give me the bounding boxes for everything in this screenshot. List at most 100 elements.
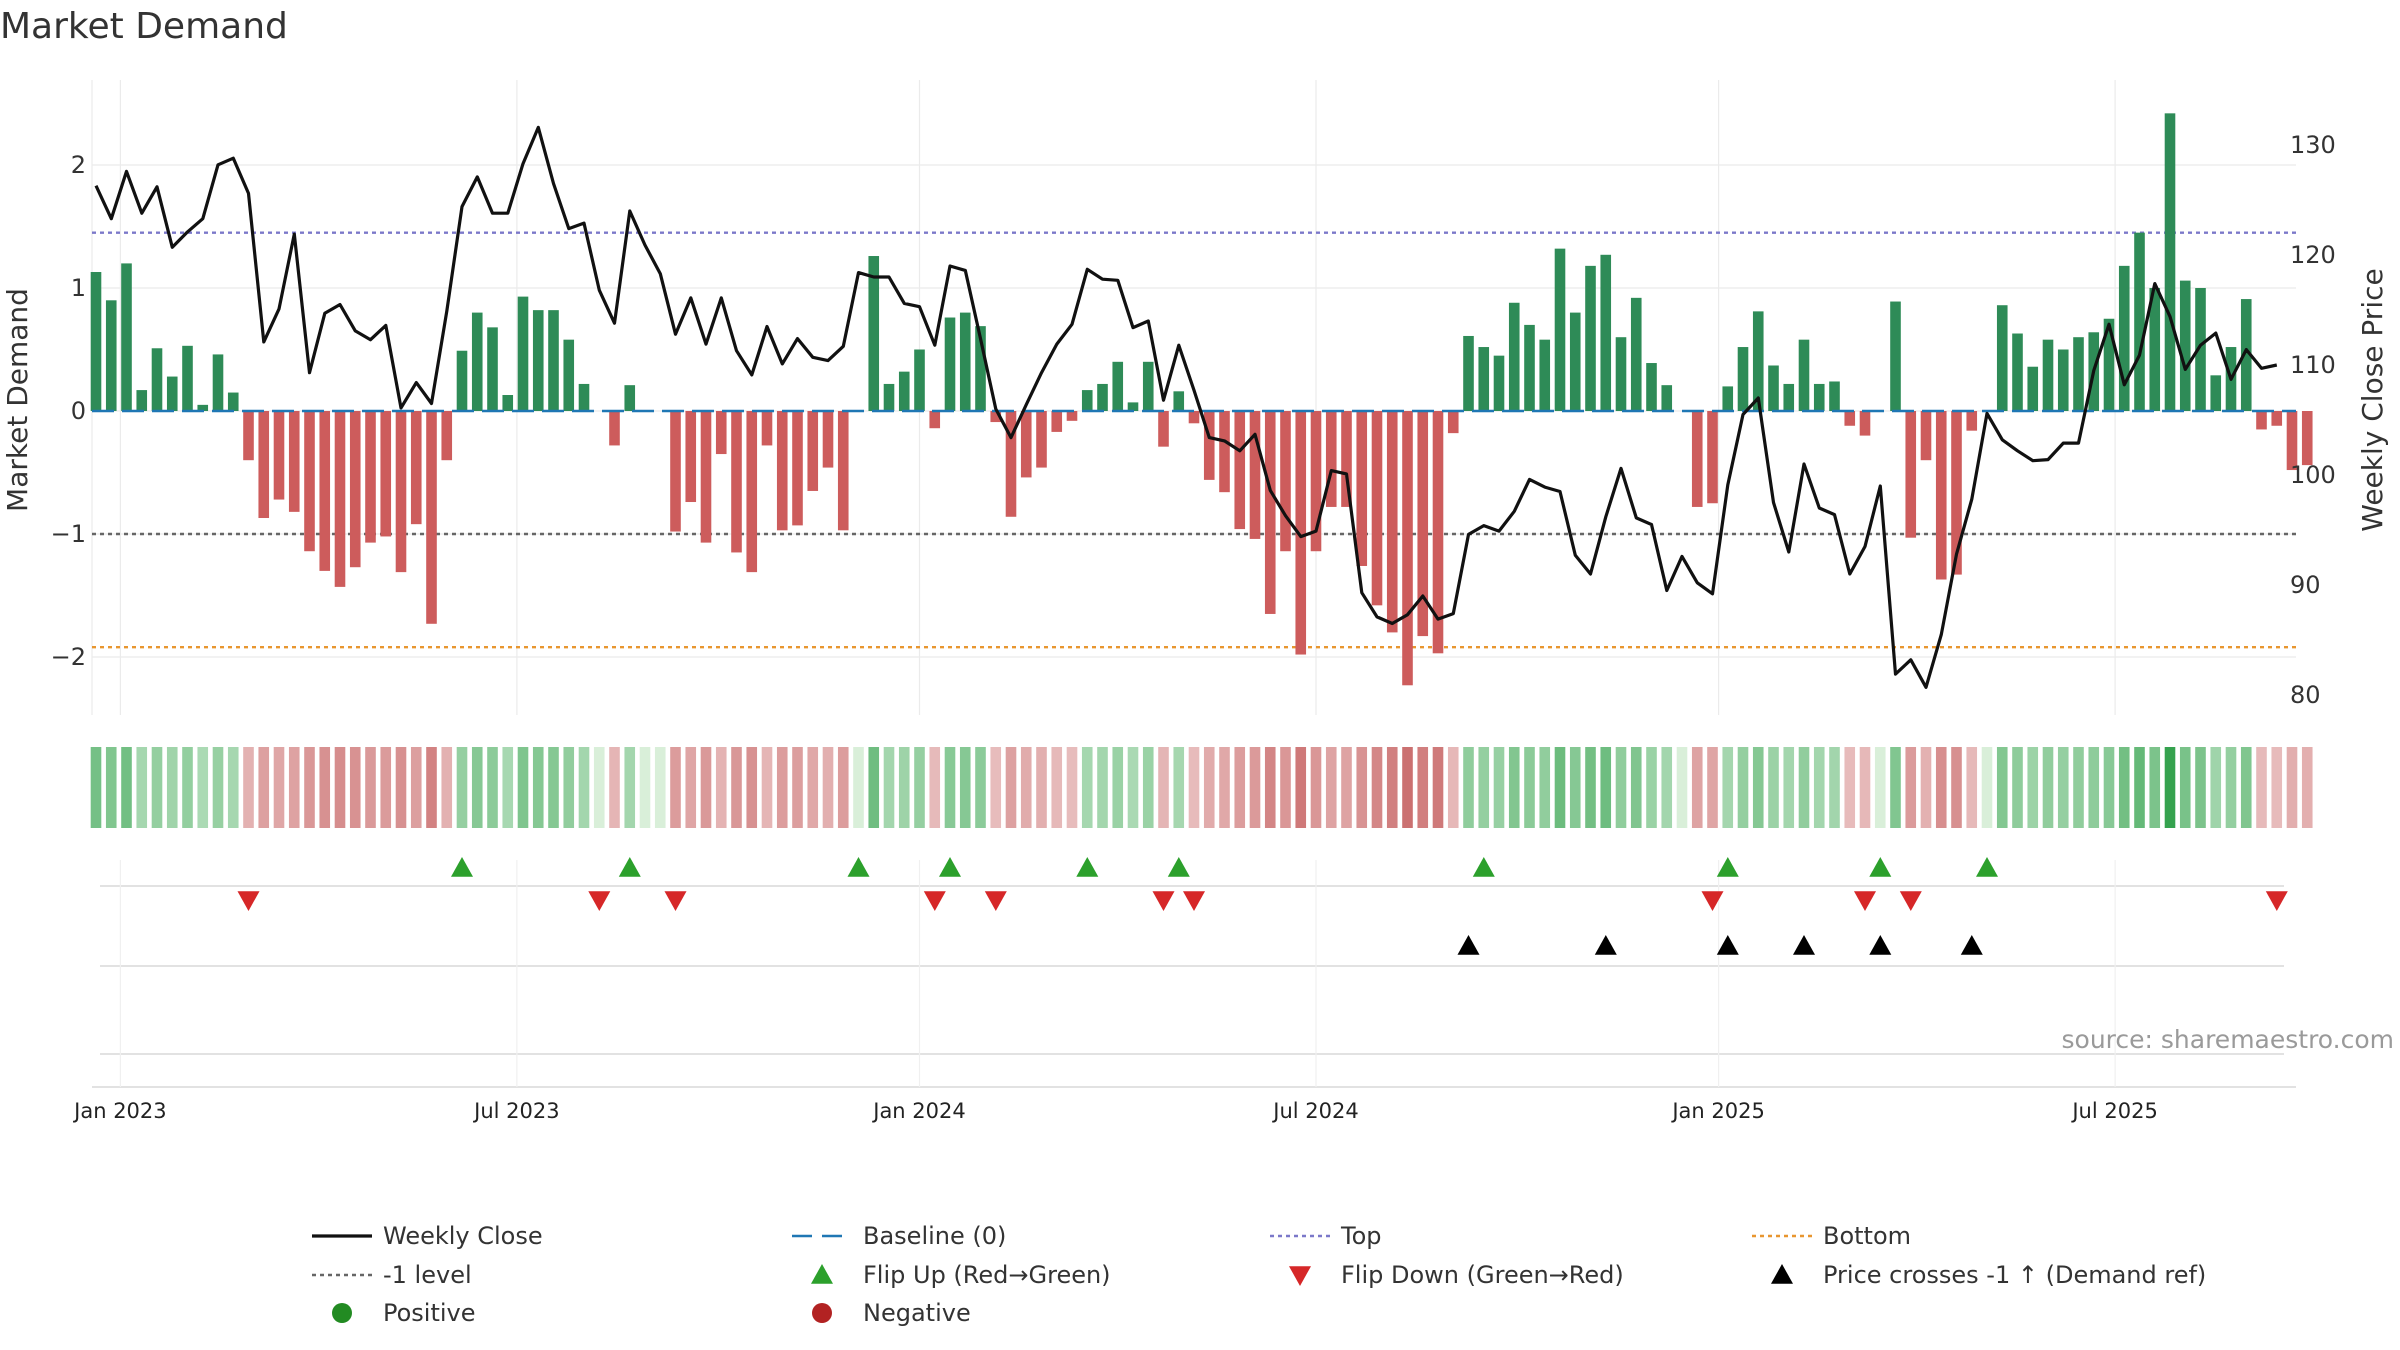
heat-cell: [2256, 747, 2267, 828]
heat-cell: [2210, 747, 2222, 828]
heat-cell: [136, 747, 148, 828]
demand-bar: [670, 411, 681, 532]
demand-bar: [2195, 288, 2206, 411]
heat-cell: [2286, 747, 2298, 828]
demand-bar: [410, 411, 422, 525]
heat-cell: [2012, 747, 2023, 828]
heat-cell: [1325, 747, 1337, 828]
demand-bar: [2271, 411, 2283, 426]
demand-bar: [1127, 402, 1139, 411]
heat-cell: [334, 747, 346, 828]
heat-cell: [258, 747, 270, 828]
price-cross-marker: [1869, 935, 1892, 955]
heat-cell: [456, 747, 468, 828]
flip-up-marker: [451, 857, 473, 877]
heat-cell: [197, 747, 209, 828]
flip-up-marker: [1976, 857, 1998, 877]
demand-bar: [2149, 288, 2161, 411]
demand-bar: [1325, 411, 1337, 507]
heat-cell: [1310, 747, 1322, 828]
demand-bar: [136, 390, 148, 411]
heat-cell: [1020, 747, 1032, 828]
heat-cell: [563, 747, 575, 828]
heat-cell: [1920, 747, 1932, 828]
heat-cell: [1691, 747, 1703, 828]
heat-cell: [1905, 747, 1917, 828]
flip-down-marker: [588, 891, 611, 911]
heat-cell: [1051, 747, 1063, 828]
legend-swatch-flip-down: [1289, 1266, 1311, 1286]
y-tick-label: −1: [51, 520, 86, 548]
heat-cell: [639, 747, 651, 828]
y2-tick-label: 80: [2290, 681, 2321, 709]
heat-cell: [380, 747, 392, 828]
heat-cell: [1280, 747, 1291, 828]
demand-bar: [731, 411, 742, 553]
heat-cell: [273, 747, 285, 828]
demand-bar: [471, 312, 483, 411]
heat-cell: [2134, 747, 2145, 828]
y2-axis-label: Weekly Close Price: [2356, 268, 2389, 531]
demand-bar: [1539, 339, 1551, 411]
demand-bar: [1844, 411, 1856, 426]
demand-bar: [121, 263, 132, 411]
flip-down-marker: [1183, 891, 1205, 911]
heat-cell: [1219, 747, 1230, 828]
heat-cell: [1661, 747, 1673, 828]
legend-label-positive: Positive: [383, 1299, 476, 1327]
demand-bar: [1203, 411, 1215, 480]
demand-bar: [1600, 254, 1612, 411]
heat-cell: [1569, 747, 1581, 828]
heat-cell: [1646, 747, 1657, 828]
demand-bar: [1707, 411, 1718, 504]
legend-label-top: Top: [1340, 1222, 1382, 1250]
demand-bar: [776, 411, 788, 531]
heat-cell: [410, 747, 422, 828]
demand-bar: [304, 411, 315, 552]
demand-bar: [1341, 411, 1352, 507]
demand-bar: [2134, 232, 2145, 411]
heat-cell: [1173, 747, 1185, 828]
demand-bar: [990, 411, 1002, 423]
y-tick-label: 0: [71, 397, 86, 425]
demand-bar: [1234, 411, 1246, 530]
demand-bar: [2057, 349, 2069, 411]
heat-cell: [1966, 747, 1978, 828]
heat-cell: [1935, 747, 1947, 828]
heat-cell: [441, 747, 453, 828]
heat-cell: [929, 747, 941, 828]
demand-bar: [288, 411, 300, 512]
heat-cell: [731, 747, 742, 828]
heat-cell: [1996, 747, 2008, 828]
flip-up-marker: [1076, 857, 1099, 877]
demand-bar: [1508, 302, 1520, 411]
heat-cell: [1554, 747, 1566, 828]
heat-cell: [1066, 747, 1078, 828]
heat-cell: [2179, 747, 2191, 828]
demand-bar: [151, 348, 163, 411]
heat-cell: [1097, 747, 1108, 828]
demand-bar: [2286, 411, 2298, 471]
source-note: source: sharemaestro.com: [2062, 1025, 2395, 1054]
heat-cell: [761, 747, 773, 828]
heat-cell: [2301, 747, 2313, 828]
heat-cell: [1722, 747, 1734, 828]
demand-bar: [822, 411, 834, 468]
heat-cell: [685, 747, 697, 828]
heat-cell: [2088, 747, 2100, 828]
reference-levels: [92, 231, 2296, 649]
demand-bar: [1112, 361, 1124, 411]
legend: Weekly Close Baseline (0) Top Bottom -1 leve…: [312, 1222, 2206, 1327]
x-tick-label: Jul 2025: [2070, 1099, 2157, 1123]
y-tick-label: 2: [71, 151, 86, 179]
demand-bar: [929, 411, 941, 429]
heat-cell: [319, 747, 331, 828]
x-tick-label: Jan 2023: [72, 1099, 167, 1123]
demand-heat-strip: [90, 747, 2313, 828]
legend-label-weekly-close: Weekly Close: [383, 1222, 543, 1250]
demand-bar: [380, 411, 392, 537]
heat-cell: [1768, 747, 1779, 828]
demand-bar: [1158, 411, 1169, 447]
demand-bar: [944, 317, 956, 411]
